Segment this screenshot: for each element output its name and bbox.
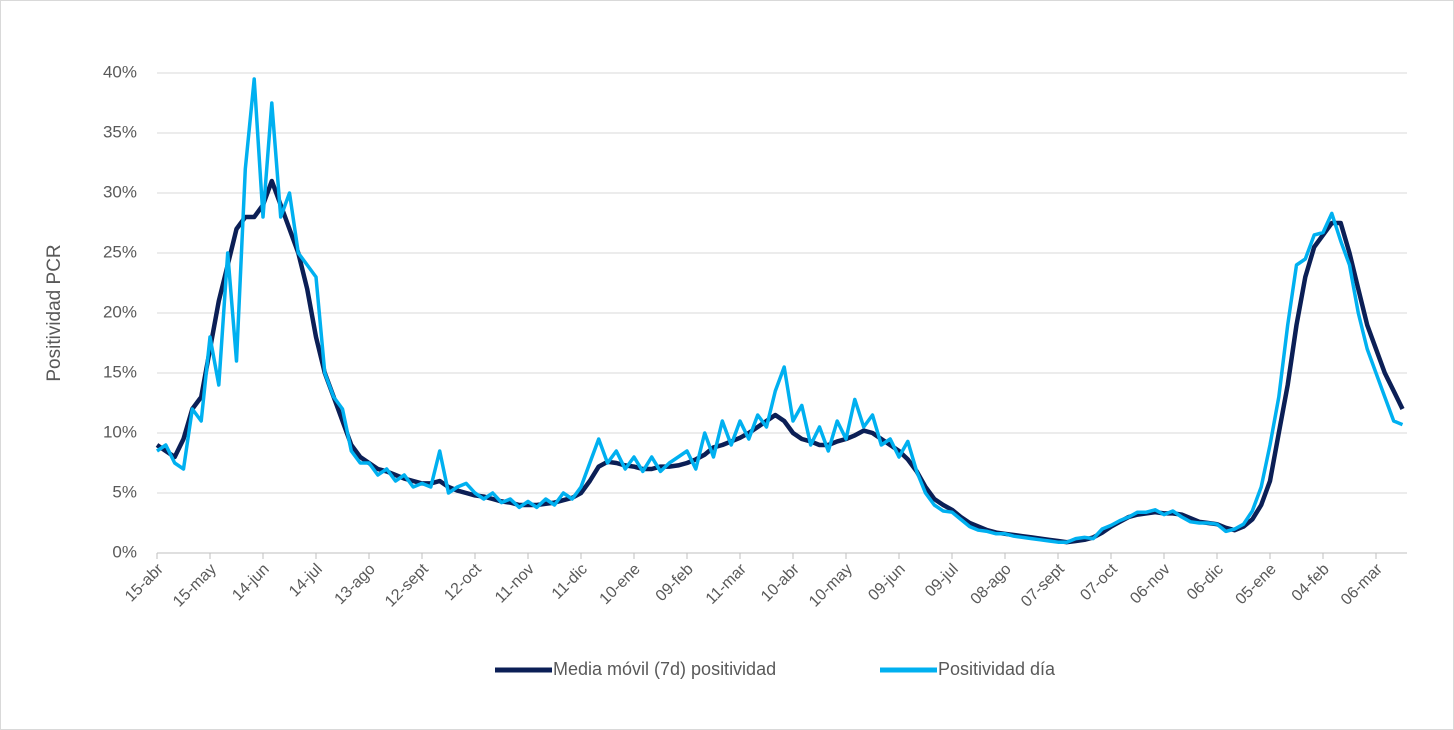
y-tick-label: 30% — [103, 182, 137, 201]
series-line — [156, 77, 1404, 544]
y-tick-label: 10% — [103, 422, 137, 441]
series-line — [155, 178, 1405, 545]
legend-label: Positividad día — [938, 659, 1056, 679]
y-tick-label: 40% — [103, 62, 137, 81]
y-tick-label: 25% — [103, 242, 137, 261]
y-tick-label: 5% — [112, 482, 137, 501]
y-tick-label: 20% — [103, 302, 137, 321]
y-tick-label: 35% — [103, 122, 137, 141]
y-tick-label: 15% — [103, 362, 137, 381]
legend-label: Media móvil (7d) positividad — [553, 659, 776, 679]
y-tick-label: 0% — [112, 542, 137, 561]
y-axis-title: Positividad PCR — [44, 244, 65, 381]
